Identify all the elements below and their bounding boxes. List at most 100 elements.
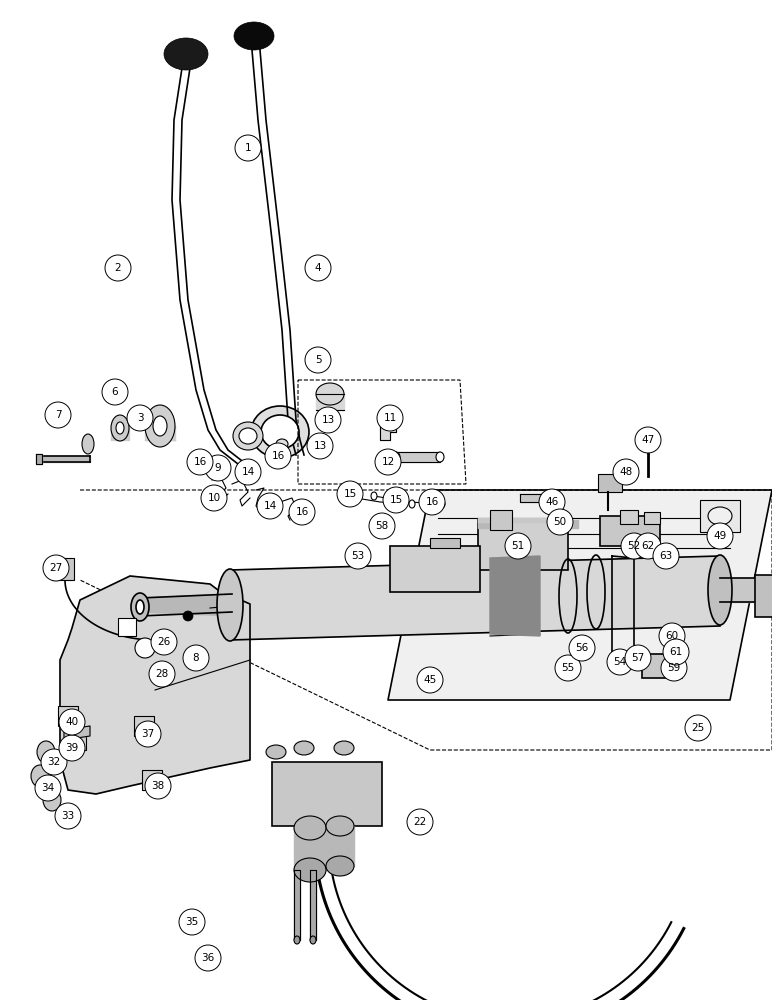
- Circle shape: [539, 489, 565, 515]
- FancyBboxPatch shape: [142, 770, 162, 790]
- Circle shape: [45, 402, 71, 428]
- Circle shape: [659, 623, 685, 649]
- Ellipse shape: [294, 936, 300, 944]
- Ellipse shape: [276, 439, 288, 449]
- Circle shape: [149, 661, 175, 687]
- Text: 8: 8: [193, 653, 199, 663]
- FancyBboxPatch shape: [58, 706, 78, 726]
- Polygon shape: [294, 828, 326, 870]
- Polygon shape: [326, 826, 354, 866]
- Text: 61: 61: [669, 647, 682, 657]
- Ellipse shape: [239, 428, 257, 444]
- Text: 27: 27: [49, 563, 63, 573]
- Text: 16: 16: [425, 497, 438, 507]
- Text: 48: 48: [619, 467, 632, 477]
- Text: 9: 9: [215, 463, 222, 473]
- Ellipse shape: [194, 459, 206, 469]
- Circle shape: [127, 405, 153, 431]
- Text: 16: 16: [193, 457, 207, 467]
- Circle shape: [345, 543, 371, 569]
- Polygon shape: [478, 520, 494, 528]
- Polygon shape: [64, 726, 90, 740]
- Polygon shape: [111, 428, 129, 440]
- Ellipse shape: [31, 765, 49, 787]
- FancyBboxPatch shape: [478, 520, 568, 570]
- Polygon shape: [310, 870, 316, 940]
- Circle shape: [369, 513, 395, 539]
- Circle shape: [417, 667, 443, 693]
- Polygon shape: [145, 426, 175, 440]
- Circle shape: [105, 255, 131, 281]
- Circle shape: [102, 379, 128, 405]
- Circle shape: [201, 485, 227, 511]
- Circle shape: [653, 543, 679, 569]
- Ellipse shape: [316, 383, 344, 405]
- Ellipse shape: [409, 500, 415, 508]
- Polygon shape: [668, 638, 676, 644]
- Ellipse shape: [392, 452, 400, 462]
- Circle shape: [305, 347, 331, 373]
- Text: 58: 58: [375, 521, 388, 531]
- Circle shape: [621, 533, 647, 559]
- FancyBboxPatch shape: [118, 618, 136, 636]
- Ellipse shape: [131, 593, 149, 621]
- Text: 6: 6: [112, 387, 118, 397]
- Ellipse shape: [136, 600, 144, 614]
- Text: 22: 22: [413, 817, 427, 827]
- FancyBboxPatch shape: [620, 510, 638, 524]
- Text: 46: 46: [545, 497, 559, 507]
- Ellipse shape: [266, 745, 286, 759]
- Circle shape: [377, 405, 403, 431]
- Text: 32: 32: [47, 757, 61, 767]
- Polygon shape: [668, 652, 676, 658]
- Polygon shape: [380, 418, 396, 440]
- Ellipse shape: [261, 415, 299, 449]
- Text: 4: 4: [315, 263, 321, 273]
- Text: 56: 56: [575, 643, 588, 653]
- Circle shape: [205, 455, 231, 481]
- FancyBboxPatch shape: [134, 716, 154, 736]
- Text: 36: 36: [201, 953, 215, 963]
- Ellipse shape: [217, 569, 243, 641]
- Ellipse shape: [436, 452, 444, 462]
- Text: 38: 38: [151, 781, 164, 791]
- Polygon shape: [316, 394, 344, 410]
- Ellipse shape: [272, 453, 284, 463]
- Circle shape: [635, 427, 661, 453]
- Text: 13: 13: [313, 441, 327, 451]
- Circle shape: [505, 533, 531, 559]
- Circle shape: [307, 433, 333, 459]
- Ellipse shape: [164, 38, 208, 70]
- Polygon shape: [668, 666, 676, 672]
- Polygon shape: [36, 454, 42, 464]
- Circle shape: [235, 459, 261, 485]
- Text: 25: 25: [692, 723, 705, 733]
- Ellipse shape: [251, 406, 309, 458]
- Text: 52: 52: [628, 541, 641, 551]
- Ellipse shape: [296, 509, 308, 519]
- FancyBboxPatch shape: [272, 762, 382, 826]
- Text: 12: 12: [381, 457, 394, 467]
- Text: 1: 1: [245, 143, 252, 153]
- Ellipse shape: [380, 522, 392, 534]
- FancyBboxPatch shape: [644, 512, 660, 524]
- Ellipse shape: [439, 500, 445, 508]
- FancyBboxPatch shape: [642, 654, 682, 678]
- FancyBboxPatch shape: [490, 510, 512, 530]
- Circle shape: [661, 655, 687, 681]
- Circle shape: [569, 635, 595, 661]
- Text: 26: 26: [157, 637, 171, 647]
- Polygon shape: [388, 490, 772, 700]
- Ellipse shape: [708, 507, 732, 525]
- Text: 16: 16: [296, 507, 309, 517]
- FancyBboxPatch shape: [390, 546, 480, 592]
- Ellipse shape: [145, 405, 175, 447]
- FancyBboxPatch shape: [598, 474, 622, 492]
- FancyBboxPatch shape: [600, 516, 660, 546]
- Ellipse shape: [334, 741, 354, 755]
- Ellipse shape: [116, 422, 124, 434]
- Ellipse shape: [82, 434, 94, 454]
- Circle shape: [187, 449, 213, 475]
- Polygon shape: [294, 870, 300, 940]
- Ellipse shape: [326, 816, 354, 836]
